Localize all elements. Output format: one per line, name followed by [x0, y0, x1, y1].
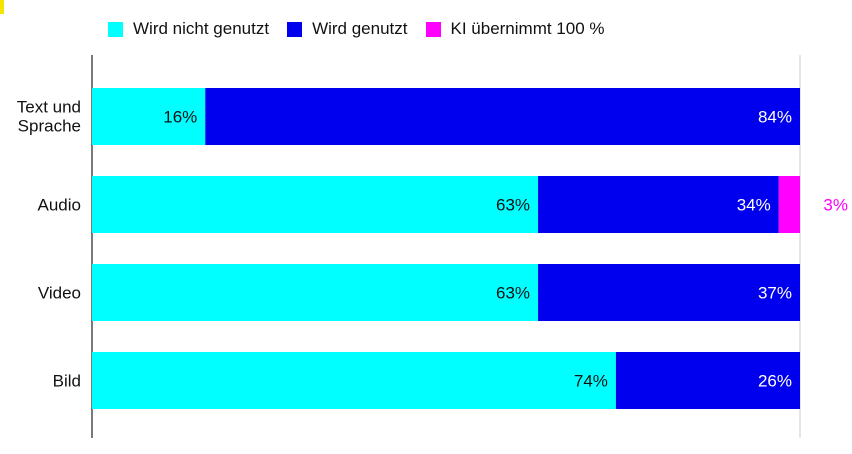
category-label-0: Text und Sprache: [17, 98, 81, 136]
category-label-1: Audio: [38, 196, 81, 215]
bar-segment-used-2: [538, 264, 800, 321]
corner-accent-mark: [0, 0, 4, 14]
legend-label-not-used: Wird nicht genutzt: [133, 19, 270, 38]
value-label-used-3: 26%: [758, 372, 792, 391]
bar-segment-used-3: [615, 352, 800, 409]
legend-swatch-not-used: [108, 21, 123, 37]
bar-segment-not-used-3: [92, 352, 616, 409]
legend-item-ai-full: KI übernimmt 100 %: [425, 19, 605, 39]
value-label-used-2: 37%: [758, 284, 792, 303]
bar-segment-not-used-2: [92, 264, 539, 321]
category-label-2: Video: [38, 284, 81, 303]
chart-legend: Wird nicht genutzt Wird genutzt KI übern…: [108, 17, 623, 41]
bar-segment-not-used-0: [92, 88, 206, 145]
value-label-ai-full-1: 3%: [823, 196, 848, 215]
bar-segment-not-used-1: [92, 176, 539, 233]
value-label-not-used-3: 74%: [574, 372, 608, 391]
value-label-used-0: 84%: [758, 108, 792, 127]
bar-segment-used-1: [538, 176, 779, 233]
value-label-not-used-2: 63%: [496, 284, 530, 303]
legend-swatch-ai-full: [425, 21, 441, 37]
bar-segment-used-0: [205, 88, 800, 145]
legend-item-not-used: Wird nicht genutzt: [108, 19, 269, 39]
value-label-not-used-0: 16%: [163, 108, 197, 127]
category-label-3: Bild: [53, 372, 81, 391]
legend-swatch-used: [287, 21, 303, 37]
bar-segment-ai-full-1: [778, 176, 800, 233]
legend-label-ai-full: KI übernimmt 100 %: [450, 19, 605, 38]
legend-label-used: Wird genutzt: [312, 19, 408, 38]
value-label-used-1: 34%: [737, 196, 771, 215]
value-label-not-used-1: 63%: [496, 196, 530, 215]
legend-item-used: Wird genutzt: [287, 19, 408, 39]
